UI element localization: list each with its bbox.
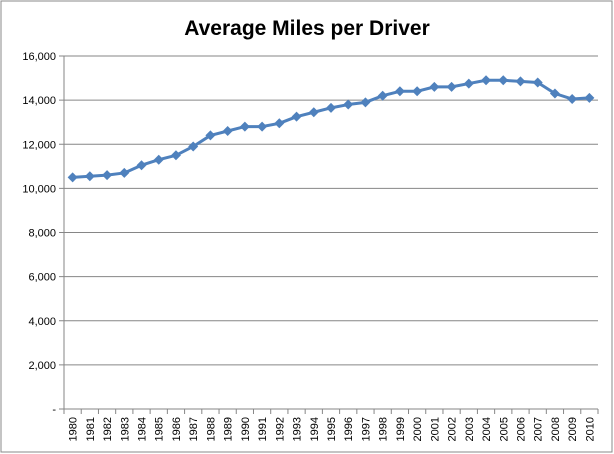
x-tick-label: 1989 (223, 417, 235, 441)
y-tick-label: 8,000 (28, 228, 56, 240)
data-point-marker (498, 75, 509, 86)
x-tick-label: 2002 (447, 417, 459, 441)
x-tick-label: 1981 (85, 417, 97, 441)
data-point-marker (308, 107, 319, 118)
data-point-marker (446, 81, 457, 92)
y-tick-label: 6,000 (28, 272, 56, 284)
x-tick-label: 1992 (274, 417, 286, 441)
x-tick-label: 2008 (550, 417, 562, 441)
data-point-marker (257, 121, 268, 132)
y-tick-label: 14,000 (22, 95, 56, 107)
y-tick-label: - (52, 404, 56, 416)
y-tick-label: 12,000 (22, 139, 56, 151)
data-point-marker (136, 160, 147, 171)
x-tick-label: 1996 (343, 417, 355, 441)
x-tick-label: 2010 (584, 417, 596, 441)
data-point-marker (532, 77, 543, 88)
data-point-marker (205, 130, 216, 141)
x-tick-label: 1990 (240, 417, 252, 441)
data-point-marker (153, 154, 164, 165)
x-tick-label: 2005 (498, 417, 510, 441)
data-point-marker (549, 88, 560, 99)
data-point-marker (170, 150, 181, 161)
x-tick-label: 1983 (119, 417, 131, 441)
x-tick-label: 2009 (567, 417, 579, 441)
data-point-marker (239, 121, 250, 132)
x-tick-label: 1986 (171, 417, 183, 441)
data-point-marker (222, 126, 233, 137)
chart-title: Average Miles per Driver (184, 17, 430, 40)
y-tick-label: 4,000 (28, 316, 56, 328)
data-point-marker (481, 75, 492, 86)
x-tick-label: 1991 (257, 417, 269, 441)
data-point-marker (429, 81, 440, 92)
x-tick-label: 2007 (533, 417, 545, 441)
data-point-marker (463, 78, 474, 89)
y-tick-label: 2,000 (28, 360, 56, 372)
x-tick-label: 1999 (395, 417, 407, 441)
data-point-marker (274, 118, 285, 129)
y-tick-label: 16,000 (22, 51, 56, 63)
x-tick-label: 2000 (412, 417, 424, 441)
data-point-marker (360, 97, 371, 108)
x-tick-label: 2004 (481, 417, 493, 441)
data-point-marker (102, 170, 113, 181)
x-tick-label: 1995 (326, 417, 338, 441)
data-point-marker (567, 94, 578, 105)
x-tick-label: 1997 (360, 417, 372, 441)
x-tick-label: 1988 (205, 417, 217, 441)
data-point-marker (343, 99, 354, 110)
x-tick-label: 1984 (137, 417, 149, 441)
y-tick-label: 10,000 (22, 183, 56, 195)
data-point-marker (412, 86, 423, 97)
data-point-marker (67, 172, 78, 183)
x-tick-label: 1998 (378, 417, 390, 441)
data-point-marker (119, 167, 130, 178)
data-point-marker (515, 76, 526, 87)
data-point-marker (326, 102, 336, 113)
x-tick-label: 2006 (515, 417, 527, 441)
data-point-marker (188, 141, 199, 152)
x-tick-label: 2003 (464, 417, 476, 441)
data-point-marker (84, 171, 95, 182)
x-tick-label: 1993 (292, 417, 304, 441)
x-tick-label: 1994 (309, 417, 321, 441)
x-tick-label: 1985 (154, 417, 166, 441)
x-tick-label: 2001 (429, 417, 441, 441)
data-point-marker (291, 111, 302, 122)
x-tick-label: 1980 (68, 417, 80, 441)
x-tick-label: 1987 (188, 417, 200, 441)
data-point-marker (394, 86, 405, 97)
data-point-marker (377, 90, 388, 101)
data-point-marker (584, 92, 595, 103)
x-tick-label: 1982 (102, 417, 114, 441)
